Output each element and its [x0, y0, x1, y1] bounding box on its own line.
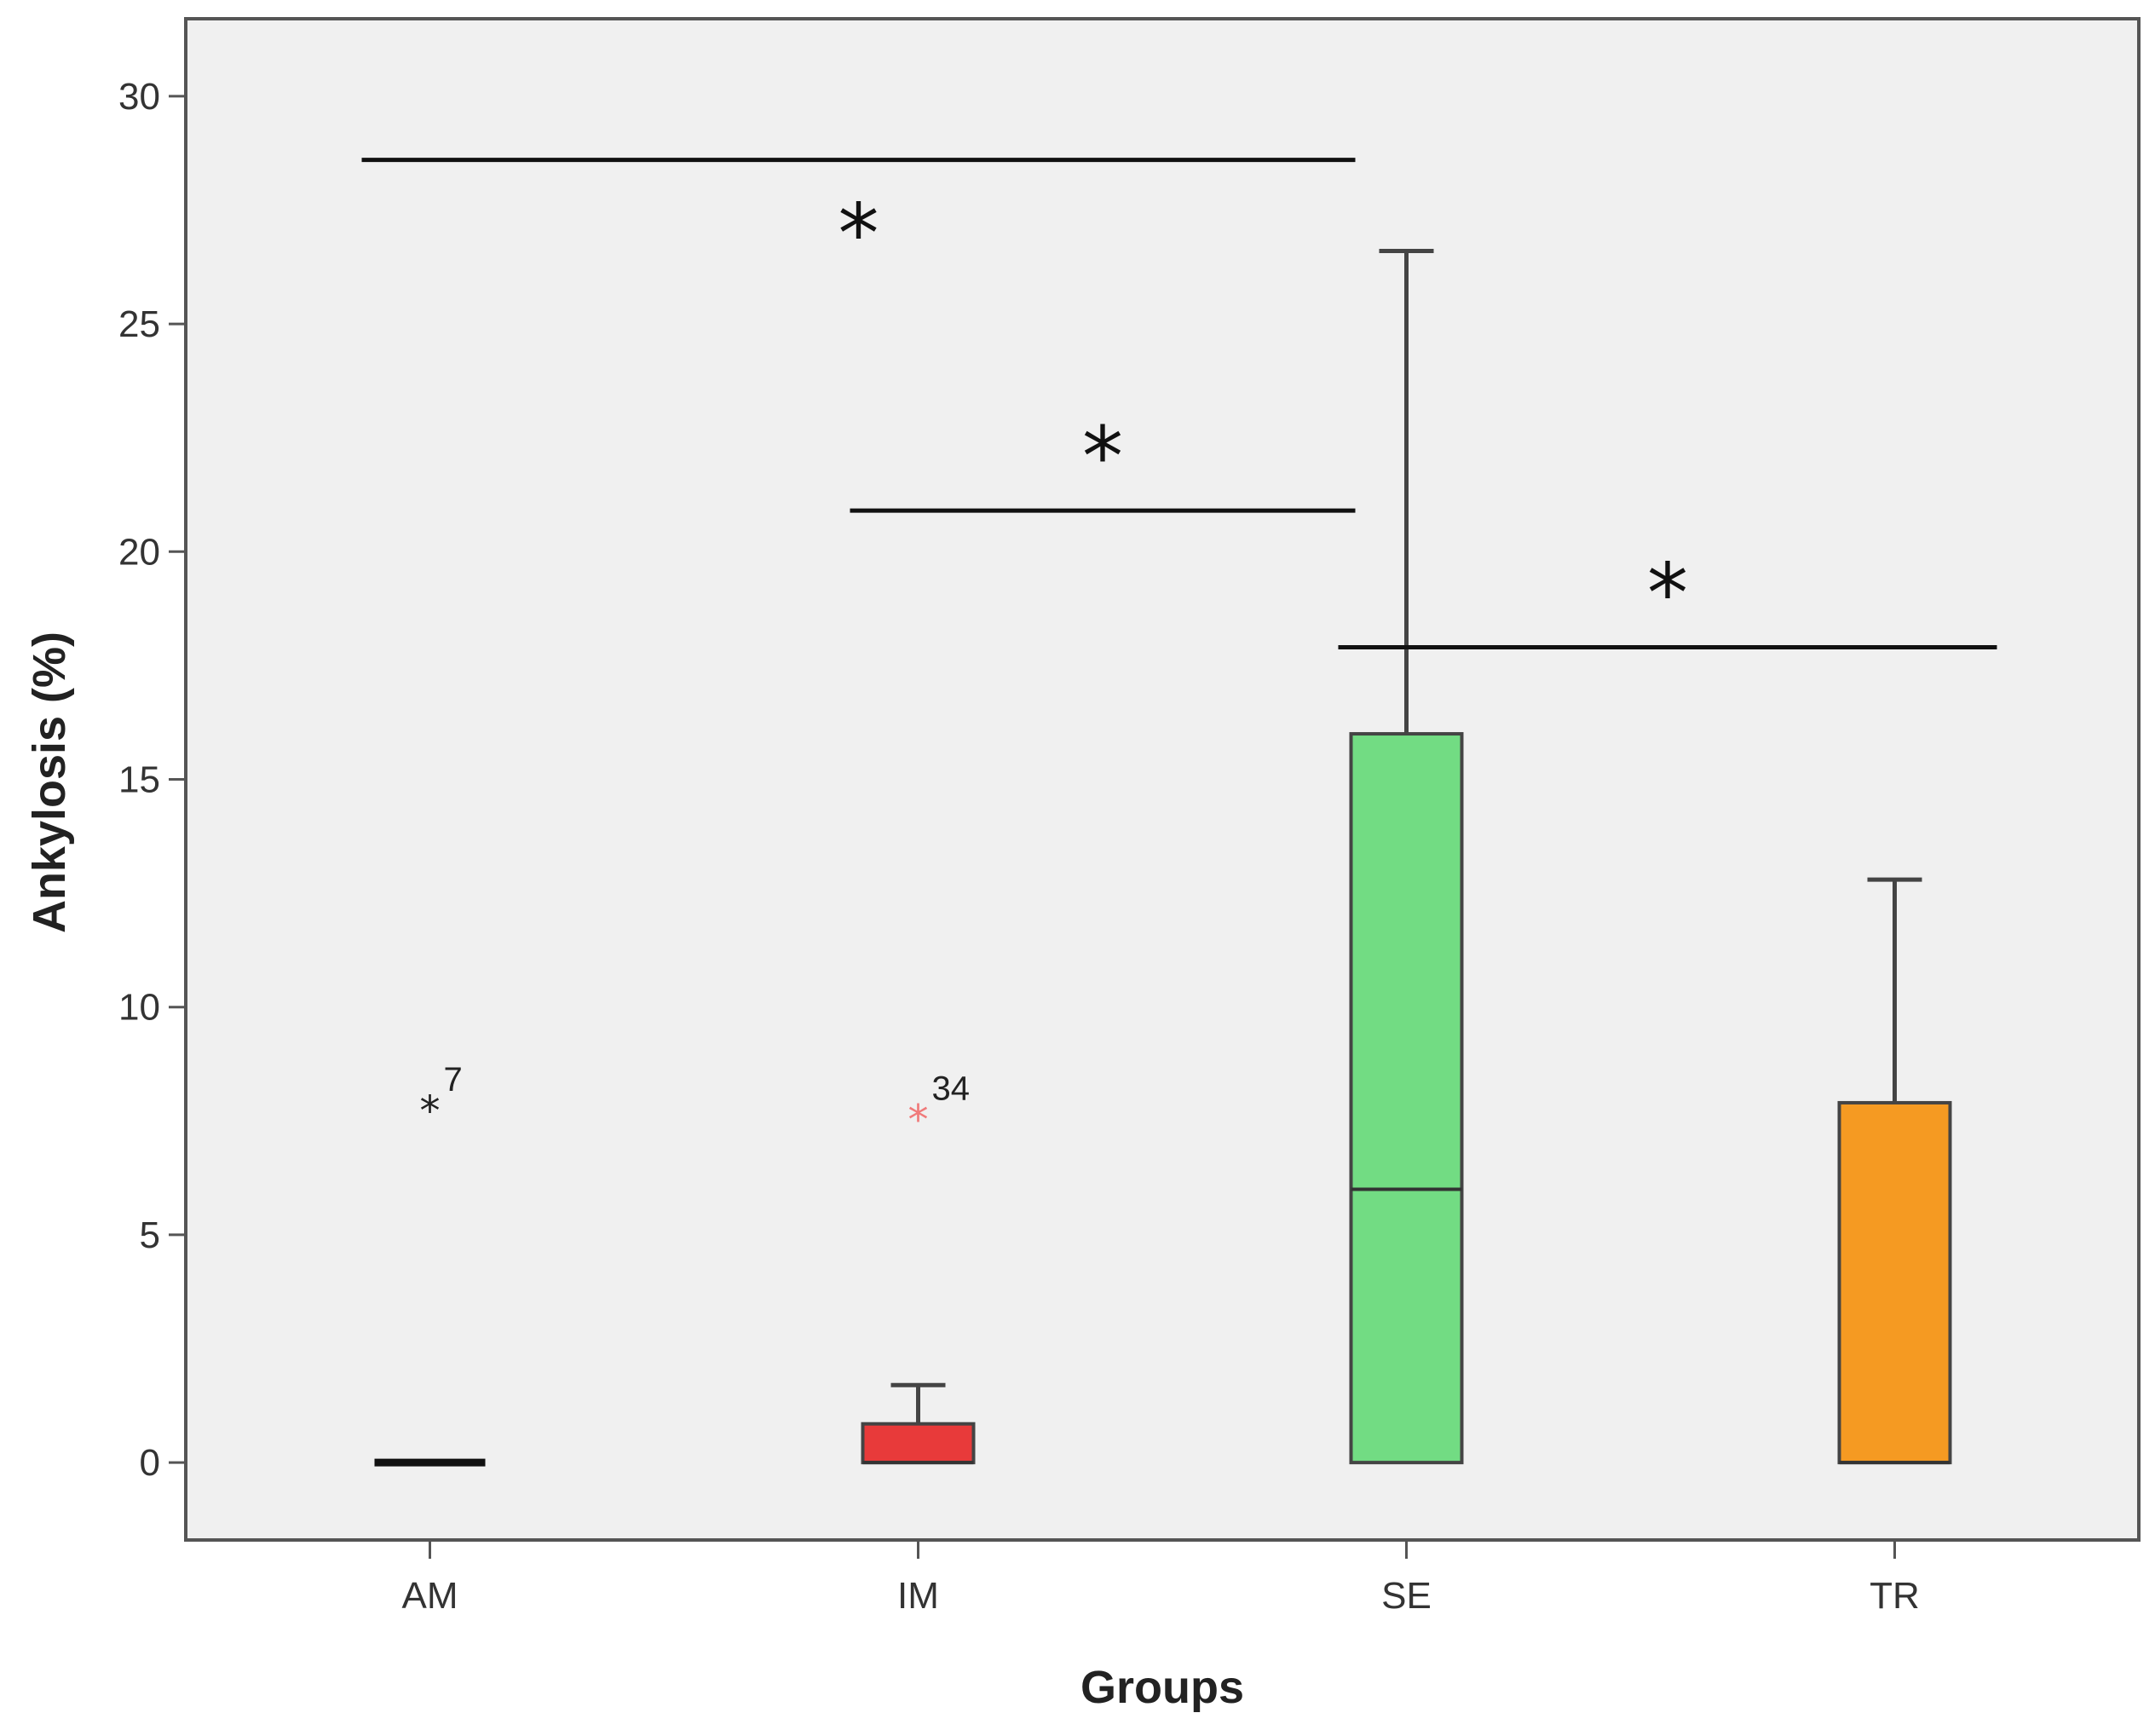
outlier-marker-im-0: * [908, 1097, 929, 1145]
outlier-label-am-0: 7 [444, 1061, 463, 1099]
y-tick-label-30: 30 [118, 76, 160, 118]
box-body-im [861, 1422, 976, 1465]
x-tick-label-tr: TR [1870, 1575, 1920, 1617]
y-tick-label-5: 5 [140, 1214, 160, 1256]
x-tick-label-se: SE [1381, 1575, 1432, 1617]
box-im [861, 1382, 976, 1465]
outliers: *7*34 [420, 1061, 971, 1145]
significance-star-1: * [1082, 409, 1123, 505]
significance-annotations: * * * [361, 158, 1997, 650]
y-axis: 0 5 10 15 20 25 30 [118, 76, 186, 1484]
outlier-marker-am-0: * [420, 1087, 441, 1135]
y-tick-label-25: 25 [118, 303, 160, 345]
box-body-tr [1837, 1100, 1952, 1465]
significance-star-2: * [1647, 546, 1688, 642]
x-tick-label-am: AM [402, 1575, 458, 1617]
x-axis: AM IM SE TR [402, 1540, 1920, 1617]
significance-star-0: * [838, 187, 879, 282]
box-tr [1837, 877, 1952, 1465]
boxes [374, 249, 1952, 1467]
x-axis-title: Groups [1080, 1662, 1244, 1713]
plot-area [184, 17, 2141, 1542]
x-tick-label-im: IM [897, 1575, 939, 1617]
y-tick-label-15: 15 [118, 759, 160, 801]
y-tick-label-20: 20 [118, 531, 160, 573]
box-body-se [1349, 732, 1464, 1465]
outlier-label-im-0: 34 [932, 1070, 971, 1108]
y-tick-label-10: 10 [118, 987, 160, 1029]
box-se [1349, 249, 1464, 1465]
y-tick-label-0: 0 [140, 1442, 160, 1484]
y-axis-title: Ankylosis (%) [24, 632, 75, 933]
